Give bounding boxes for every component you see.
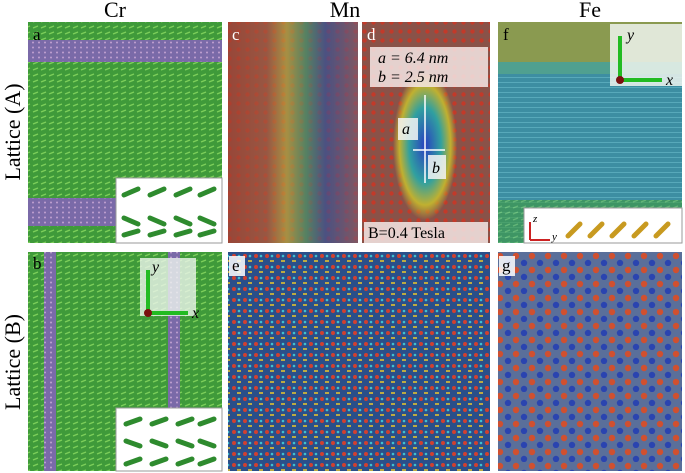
panel-texture	[228, 22, 358, 243]
panel-label: e	[232, 256, 240, 275]
label-box	[398, 118, 418, 140]
panel-g: g	[498, 252, 682, 471]
axis-label: y	[150, 259, 160, 276]
panel-label: a	[33, 25, 41, 44]
panel-e: e	[228, 252, 490, 471]
axes-origin	[144, 309, 152, 317]
axis-label: x	[665, 72, 673, 89]
column-header: Fe	[579, 0, 601, 22]
axes-origin	[616, 76, 624, 84]
domain-wall	[28, 198, 116, 226]
label-box	[370, 47, 488, 87]
row-label: Lattice (A)	[0, 83, 25, 180]
panel-label: c	[232, 25, 240, 44]
panel-d: d a = 6.4 nm b = 2.5 nm a b B=0.4 Tesla	[362, 22, 490, 243]
axis-label: y	[625, 27, 635, 44]
axis-label: y	[551, 231, 557, 243]
axis-label: x	[191, 305, 199, 322]
annotation: a	[402, 121, 410, 138]
annotation: a = 6.4 nm	[378, 50, 448, 67]
annotation: b	[432, 160, 440, 177]
column-header: Mn	[330, 0, 361, 22]
axes-arrows	[618, 36, 662, 82]
domain-wall	[44, 252, 56, 471]
panel-label: f	[503, 25, 509, 44]
panel-b: y x b	[28, 252, 223, 472]
skyrmion-axes	[413, 95, 445, 183]
domain-wall	[28, 40, 222, 62]
panel-c: c	[228, 22, 358, 243]
panel-label: d	[367, 25, 376, 44]
inset-arrows	[121, 186, 217, 238]
annotation: b = 2.5 nm	[378, 69, 448, 86]
annotation: B=0.4 Tesla	[368, 225, 445, 242]
row-label: Lattice (B)	[0, 314, 25, 410]
panel-f: y x z y f	[498, 22, 683, 244]
inset-arrows	[565, 221, 671, 239]
axis-label: z	[532, 213, 538, 225]
panel-image	[228, 252, 490, 471]
panel-a: a	[28, 22, 223, 244]
label-box	[364, 222, 488, 243]
panel-label: g	[502, 256, 511, 275]
inset-axes	[529, 222, 550, 241]
label-box	[428, 155, 446, 179]
label-box	[499, 256, 515, 276]
column-header: Cr	[104, 0, 127, 22]
panel-label: b	[33, 254, 42, 273]
label-box	[229, 256, 245, 276]
inset-arrows	[123, 416, 217, 467]
panel-image	[498, 252, 682, 471]
axes-arrows	[146, 270, 188, 315]
